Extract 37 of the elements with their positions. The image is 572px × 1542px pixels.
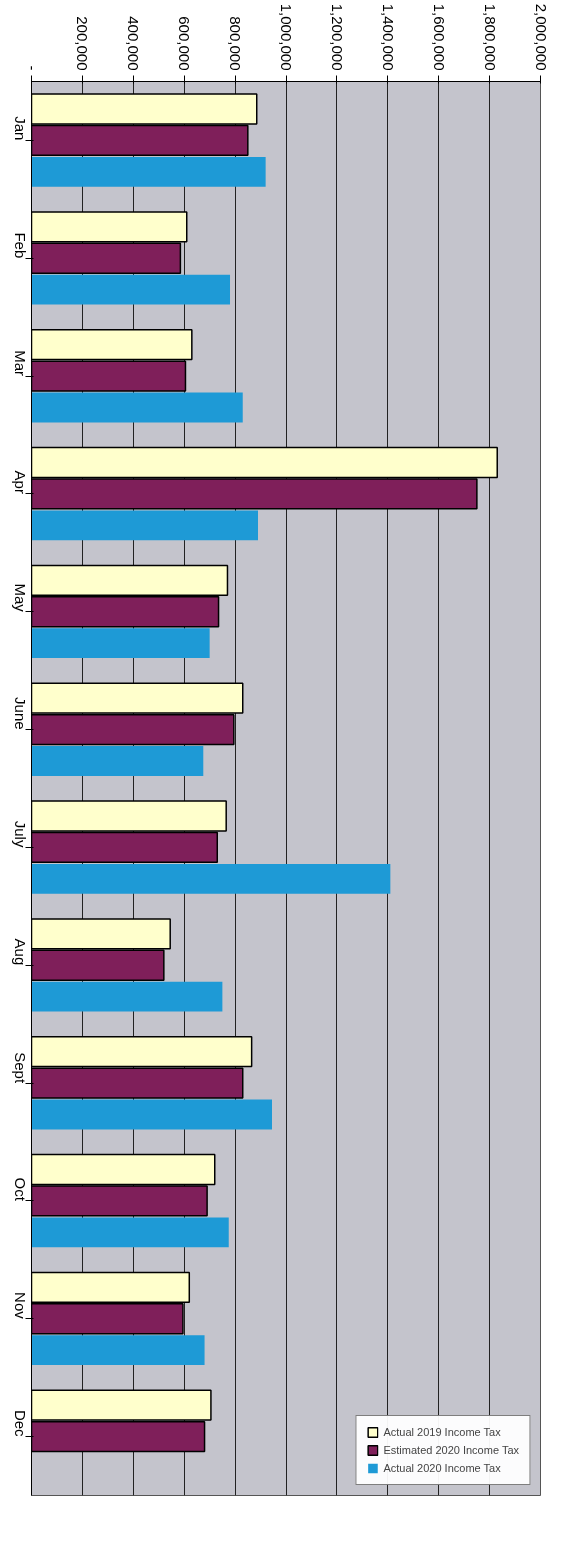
x-tick-label: 1,200,000 (328, 3, 346, 71)
y-tick-label: Dec (12, 1409, 29, 1438)
bar (31, 1217, 229, 1248)
x-tick-label: 1,000,000 (278, 3, 295, 71)
y-tick-label: Jan (12, 116, 29, 141)
x-tick-label: 200,000 (74, 16, 92, 71)
y-tick-label: June (12, 697, 29, 730)
bar (31, 981, 223, 1012)
legend-label: Estimated 2020 Income Tax (383, 1444, 519, 1456)
bar (31, 510, 259, 541)
bar (31, 863, 391, 894)
x-tick-label: 1,800,000 (481, 3, 499, 71)
bar (31, 156, 266, 187)
bar (31, 1335, 205, 1366)
y-tick-label: Feb (12, 232, 29, 259)
x-tick-label: 1,600,000 (430, 3, 448, 71)
bar (31, 274, 231, 305)
bar (31, 1099, 272, 1130)
legend-label: Actual 2020 Income Tax (383, 1462, 501, 1474)
bar (31, 628, 210, 659)
x-tick-label: 800,000 (227, 16, 245, 71)
y-tick-label: May (12, 583, 29, 613)
bar (31, 392, 243, 423)
legend-label: Actual 2019 Income Tax (383, 1426, 501, 1438)
x-tick-label: 2,000,000 (532, 3, 550, 71)
y-tick-label: July (12, 820, 29, 848)
y-tick-label: Sept (12, 1052, 29, 1084)
x-tick-label: - (23, 65, 41, 71)
y-tick-label: Aug (12, 938, 29, 966)
y-tick-label: Nov (12, 1292, 29, 1320)
y-tick-label: Apr (12, 470, 29, 494)
y-tick-label: Oct (12, 1177, 29, 1202)
y-tick-label: Mar (12, 350, 29, 377)
x-tick-label: 1,400,000 (379, 3, 397, 71)
x-tick-label: 600,000 (176, 16, 194, 71)
x-tick-label: 400,000 (125, 16, 143, 71)
bar (31, 746, 204, 776)
